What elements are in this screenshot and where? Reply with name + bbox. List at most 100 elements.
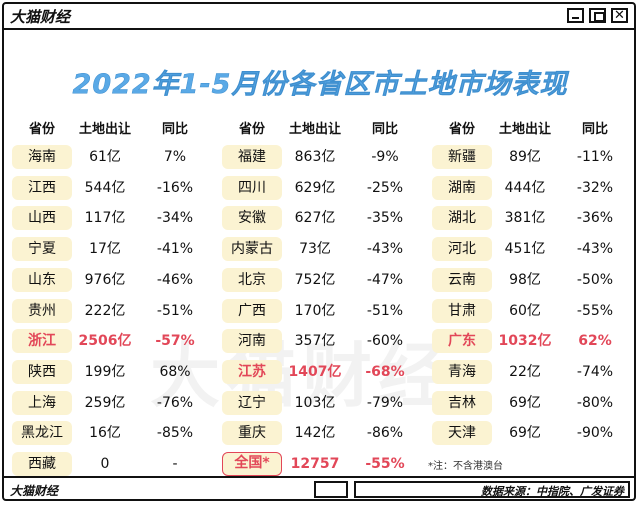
yoy-cell: -86% bbox=[366, 425, 404, 442]
province-cell: 山西 bbox=[12, 206, 72, 231]
province-cell: 黑龙江 bbox=[12, 421, 72, 446]
yoy-cell: -55% bbox=[365, 456, 405, 472]
land-sale-cell: 357亿 bbox=[294, 333, 336, 350]
province-cell: 云南 bbox=[432, 267, 492, 292]
table-row: 江苏 1407亿 -68% bbox=[0, 359, 640, 385]
table-row: 甘肃 60亿 -55% bbox=[0, 298, 640, 324]
table-row: 吉林 69亿 -80% bbox=[0, 390, 640, 416]
land-sale-cell: 98亿 bbox=[509, 271, 541, 288]
yoy-cell: -11% bbox=[576, 149, 614, 165]
yoy-cell: -41% bbox=[156, 241, 194, 258]
yoy-cell: -85% bbox=[156, 425, 194, 442]
land-sale-cell: 444亿 bbox=[504, 179, 546, 196]
yoy-cell: -76% bbox=[156, 394, 194, 411]
yoy-cell: -16% bbox=[156, 179, 194, 196]
table-row: 黑龙江 16亿 -85% bbox=[0, 420, 640, 446]
land-sale-cell: 170亿 bbox=[294, 302, 336, 319]
table-row: 河北 451亿 -43% bbox=[0, 236, 640, 262]
table-row: 重庆 142亿 -86% bbox=[0, 420, 640, 446]
land-sale-cell: 259亿 bbox=[84, 394, 126, 411]
land-sale-cell: 381亿 bbox=[504, 210, 546, 227]
province-cell: 甘肃 bbox=[432, 298, 492, 323]
yoy-cell: -55% bbox=[576, 302, 614, 319]
province-cell: 陕西 bbox=[12, 359, 72, 384]
table-row: 云南 98亿 -50% bbox=[0, 267, 640, 293]
land-sale-cell: 222亿 bbox=[84, 302, 126, 319]
land-sale-cell: 117亿 bbox=[84, 210, 126, 227]
province-cell: 吉林 bbox=[432, 390, 492, 415]
land-sale-cell: 61亿 bbox=[89, 149, 121, 165]
close-icon[interactable]: ✕ bbox=[611, 8, 628, 23]
table-row: 广西 170亿 -51% bbox=[0, 298, 640, 324]
table-row: 湖南 444亿 -32% bbox=[0, 175, 640, 201]
land-sale-cell: 142亿 bbox=[294, 425, 336, 442]
column-header: 土地出让 bbox=[288, 122, 341, 137]
table-row: 河南 357亿 -60% bbox=[0, 328, 640, 354]
land-sale-cell: 60亿 bbox=[509, 302, 541, 319]
province-cell: 辽宁 bbox=[222, 390, 282, 415]
yoy-cell: -90% bbox=[576, 425, 614, 442]
land-sale-cell: 1407亿 bbox=[288, 363, 342, 380]
minimize-icon[interactable] bbox=[567, 8, 584, 23]
yoy-cell: -60% bbox=[366, 333, 404, 350]
land-sale-cell: 103亿 bbox=[294, 394, 336, 411]
land-sale-cell: 69亿 bbox=[509, 425, 541, 442]
land-sale-cell: 451亿 bbox=[504, 241, 546, 258]
column-header: 省份 bbox=[28, 122, 55, 137]
table-row: 陕西 199亿 68% bbox=[0, 359, 640, 385]
table-row: 青海 22亿 -74% bbox=[0, 359, 640, 385]
province-cell: 内蒙古 bbox=[222, 237, 282, 262]
yoy-cell: -32% bbox=[576, 179, 614, 196]
yoy-cell: -9% bbox=[371, 149, 399, 165]
table-row: 全国* 12757 -55% bbox=[0, 451, 640, 477]
province-cell: 江苏 bbox=[222, 359, 282, 384]
table-row: 北京 752亿 -47% bbox=[0, 267, 640, 293]
title-bar: 大猫财经 ✕ bbox=[2, 2, 636, 30]
window-frame bbox=[2, 2, 636, 501]
table-row: 内蒙古 73亿 -43% bbox=[0, 236, 640, 262]
province-cell: 广西 bbox=[222, 298, 282, 323]
table-row: 西藏 0 - bbox=[0, 451, 640, 477]
table-row: 安徽 627亿 -35% bbox=[0, 205, 640, 231]
land-sale-cell: 1032亿 bbox=[498, 333, 552, 350]
yoy-cell: -25% bbox=[366, 179, 404, 196]
table-row: 广东 1032亿 62% bbox=[0, 328, 640, 354]
land-sale-cell: 629亿 bbox=[294, 179, 336, 196]
province-cell: 西藏 bbox=[12, 452, 72, 476]
table-row: 天津 69亿 -90% bbox=[0, 420, 640, 446]
yoy-cell: 7% bbox=[163, 149, 187, 165]
province-cell: 四川 bbox=[222, 175, 282, 200]
table-row: 山西 117亿 -34% bbox=[0, 205, 640, 231]
yoy-cell: -51% bbox=[366, 302, 404, 319]
land-sale-cell: 544亿 bbox=[84, 179, 126, 196]
yoy-cell: -80% bbox=[576, 394, 614, 411]
yoy-cell: -36% bbox=[576, 210, 614, 227]
yoy-cell: -79% bbox=[366, 394, 404, 411]
land-sale-cell: 22亿 bbox=[509, 363, 541, 380]
column-header: 土地出让 bbox=[498, 122, 551, 137]
yoy-cell: 68% bbox=[159, 363, 191, 380]
province-cell: 海南 bbox=[12, 145, 72, 169]
province-cell: 新疆 bbox=[432, 145, 492, 169]
maximize-icon[interactable] bbox=[589, 8, 606, 23]
table-row: 贵州 222亿 -51% bbox=[0, 298, 640, 324]
brand-logo: 大猫财经 bbox=[10, 8, 71, 26]
column-header: 省份 bbox=[238, 122, 265, 137]
land-sale-cell: 17亿 bbox=[89, 241, 121, 258]
footer-bar: 大猫财经 数据来源：中指院、广发证券 bbox=[2, 476, 636, 501]
land-sale-cell: 627亿 bbox=[294, 210, 336, 227]
yoy-cell: -34% bbox=[156, 210, 194, 227]
province-cell: 河南 bbox=[222, 329, 282, 354]
yoy-cell: -68% bbox=[365, 363, 405, 380]
yoy-cell: -74% bbox=[576, 363, 614, 380]
yoy-cell: -50% bbox=[576, 271, 614, 288]
land-sale-cell: 89亿 bbox=[509, 149, 541, 165]
province-cell: 山东 bbox=[12, 267, 72, 292]
column-header: 同比 bbox=[581, 122, 608, 137]
yoy-cell: 62% bbox=[578, 333, 612, 350]
province-cell: 天津 bbox=[432, 421, 492, 446]
yoy-cell: -46% bbox=[156, 271, 194, 288]
chart-title: 2022年1-5月份各省区市土地市场表现 bbox=[72, 69, 568, 101]
footer-brand: 大猫财经 bbox=[10, 484, 59, 498]
table-row: 山东 976亿 -46% bbox=[0, 267, 640, 293]
